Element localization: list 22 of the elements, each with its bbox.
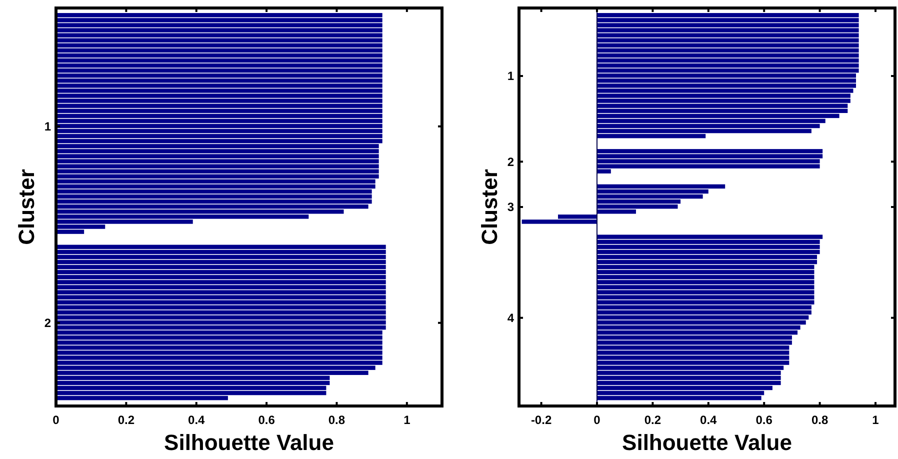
y-tick-label: 2 — [44, 316, 52, 330]
y-tick-label: 1 — [507, 69, 514, 84]
x-tick-label: 0.4 — [700, 413, 718, 427]
x-tick-label: 0.8 — [811, 413, 828, 427]
x-tick-label: 0.8 — [328, 413, 346, 427]
y-axis-title: Cluster — [14, 168, 39, 245]
x-axis-title: Silhouette Value — [622, 430, 792, 455]
x-tick-label: 1 — [404, 413, 411, 427]
x-tick-label: 0 — [594, 413, 601, 427]
x-tick-label: 0.4 — [188, 413, 206, 427]
y-tick-label: 3 — [507, 200, 514, 214]
x-tick-label: 0.6 — [258, 413, 276, 427]
y-axis-title: Cluster — [477, 168, 502, 245]
x-tick-label: 0.6 — [756, 413, 773, 427]
x-axis-title: Silhouette Value — [164, 430, 334, 455]
y-tick-label: 2 — [507, 154, 514, 169]
x-tick-label: 0.2 — [118, 413, 135, 427]
y-tick-label: 4 — [507, 311, 514, 326]
x-tick-label: 0 — [52, 413, 60, 427]
x-tick-label: -0.2 — [530, 413, 552, 427]
x-tick-label: 0.2 — [644, 413, 662, 427]
x-tick-label: 1 — [872, 413, 880, 427]
